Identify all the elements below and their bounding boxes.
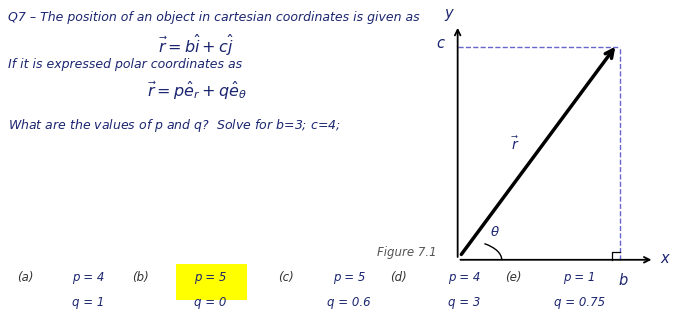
- Text: Q7 – The position of an object in cartesian coordinates is given as: Q7 – The position of an object in cartes…: [8, 11, 420, 24]
- Text: $y$: $y$: [444, 8, 455, 23]
- Text: q = 3: q = 3: [448, 296, 481, 309]
- Text: (b): (b): [132, 271, 149, 284]
- Text: p = 5: p = 5: [194, 271, 226, 284]
- Text: $\vec{r} = b\hat{i} + c\hat{j}$: $\vec{r} = b\hat{i} + c\hat{j}$: [159, 33, 235, 58]
- Text: (d): (d): [390, 271, 407, 284]
- Text: $b$: $b$: [618, 272, 629, 288]
- Text: $\theta$: $\theta$: [490, 225, 500, 239]
- Text: q = 0: q = 0: [194, 296, 226, 309]
- Text: $\vec{r}$: $\vec{r}$: [511, 135, 519, 153]
- Text: p = 4: p = 4: [448, 271, 481, 284]
- Text: p = 4: p = 4: [72, 271, 104, 284]
- Text: Figure 7.1: Figure 7.1: [377, 246, 437, 259]
- Text: (e): (e): [505, 271, 521, 284]
- Text: $\vec{r} = p\hat{e}_r + q\hat{e}_{\theta}$: $\vec{r} = p\hat{e}_r + q\hat{e}_{\theta…: [146, 80, 247, 102]
- Text: q = 0.6: q = 0.6: [327, 296, 371, 309]
- Text: q = 1: q = 1: [72, 296, 104, 309]
- Text: $x$: $x$: [660, 251, 671, 266]
- FancyBboxPatch shape: [176, 264, 247, 300]
- Text: If it is expressed polar coordinates as: If it is expressed polar coordinates as: [8, 58, 242, 71]
- Text: What are the values of $p$ and $q$?  Solve for $b$=3; $c$=4;: What are the values of $p$ and $q$? Solv…: [8, 117, 341, 134]
- Text: p = 1: p = 1: [563, 271, 596, 284]
- Text: (c): (c): [278, 271, 294, 284]
- Text: (a): (a): [17, 271, 33, 284]
- Text: $c$: $c$: [435, 36, 445, 51]
- Text: q = 0.75: q = 0.75: [554, 296, 605, 309]
- Text: p = 5: p = 5: [333, 271, 365, 284]
